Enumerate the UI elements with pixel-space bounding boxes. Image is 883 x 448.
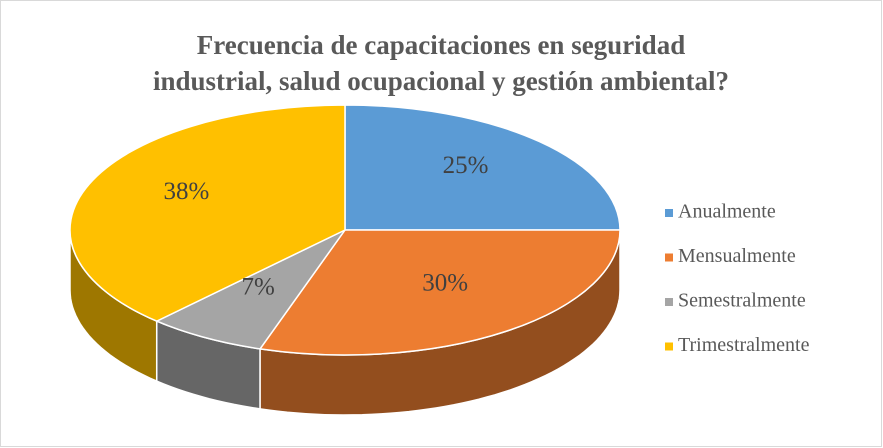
slice: [154, 229, 346, 350]
data-label: 38%: [164, 178, 210, 205]
chart-title: Frecuencia de capacitaciones en segurida…: [197, 30, 685, 60]
legend-label: Anualmente: [678, 201, 776, 223]
data-label: 25%: [443, 152, 489, 179]
legend-swatch: [665, 342, 673, 351]
legend-label: Mensualmente: [678, 245, 796, 267]
legend-swatch: [665, 298, 673, 306]
chart-title: industrial, salud ocupacional y gestión …: [153, 66, 729, 96]
slice: [258, 229, 621, 356]
data-label: 7%: [242, 273, 275, 300]
legend-label: Semestralmente: [678, 290, 806, 312]
slice: [69, 104, 346, 322]
slice: [344, 104, 621, 231]
legend-swatch: [665, 209, 673, 217]
legend-swatch: [665, 253, 673, 262]
data-label: 30%: [422, 269, 468, 296]
legend-label: Trimestralmente: [678, 334, 810, 356]
